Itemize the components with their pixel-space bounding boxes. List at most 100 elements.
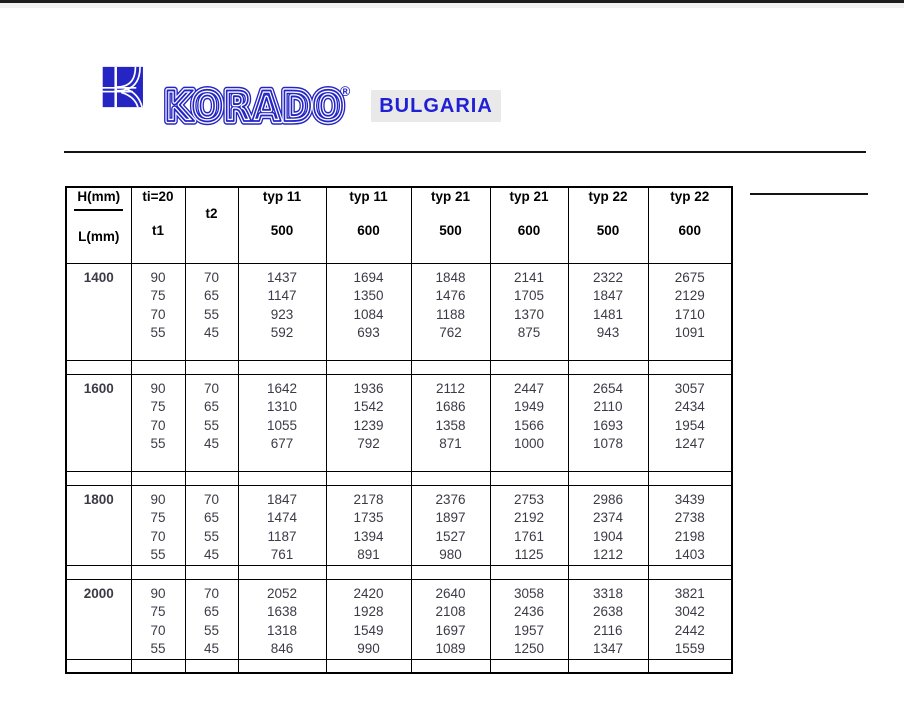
cell-value: 1055 [266,417,298,433]
cell-value: 70 [150,306,166,322]
separator-cell [567,564,649,580]
cell-value: 891 [357,547,380,562]
top-strip [0,3,904,8]
cell-value: 761 [270,547,294,562]
cell-value: 762 [439,325,462,340]
value-cell: 2178 1735 1394 891 [325,484,412,566]
korado-wordmark: KORADO KORADO KORADO [162,82,348,128]
bulgaria-label: BULGARIA [379,94,493,117]
header-t1-label: t1 [151,223,164,238]
cell-value: 55 [203,417,220,433]
value-cell: 1694 1350 1084 693 [325,262,412,361]
cell-value: 1800 [83,491,114,507]
cell-value: 1761 [513,528,545,544]
cell-value: 1957 [513,622,545,638]
cell-value: 1394 [353,528,384,544]
table-block-row: 2000 90 75 70 55 70 65 55 45 2052 1638 1318 846 2420 1… [65,578,733,660]
cell-value: 75 [150,510,166,525]
cell-value: 1091 [674,325,705,340]
cell-value: 1638 [266,604,298,619]
cell-value: 1147 [267,288,297,303]
cell-value: 1735 [353,510,384,525]
cell-value: 70 [203,380,220,396]
separator-cell [325,470,412,486]
cell-value: 55 [150,641,166,656]
separator-cell [567,359,649,375]
separator-cell [130,470,186,486]
separator-row [65,359,733,375]
separator-cell [184,470,239,486]
cell-value: 1089 [435,641,466,656]
cell-value: 75 [150,604,166,619]
height-label: 500 [270,223,294,238]
header-h-label: H(mm) [67,188,131,211]
cell-value: 90 [150,585,166,601]
typ-label: typ 11 [349,189,388,204]
cell-value: 3058 [513,585,545,601]
value-cell: 70 65 55 45 [184,262,239,361]
header-cell-typ21-600: typ 21 600 [489,186,569,264]
value-cell: 70 65 55 45 [184,373,239,472]
header-t2-label: t2 [205,206,218,221]
cell-value: 2108 [435,604,466,619]
cell-value: 2986 [592,491,624,507]
bulgaria-badge: BULGARIA [371,90,501,122]
value-cell: 2640 2108 1697 1089 [410,578,491,660]
cell-value: 2420 [353,585,384,601]
cell-value: 45 [203,436,220,451]
header-l-label: L(mm) [78,229,120,244]
cell-value: 1000 [513,436,545,451]
cell-value: 2640 [435,585,466,601]
cell-value: 1549 [353,622,384,638]
cell-value: 70 [203,269,220,285]
header-ti-label: ti=20 [142,189,174,204]
value-cell: 3318 2638 2116 1347 [567,578,649,660]
value-cell: 2447 1949 1566 1000 [489,373,569,472]
cell-value: 677 [270,436,294,451]
value-cell: 1437 1147 923 592 [237,262,327,361]
cell-value: 1693 [592,417,624,433]
cell-value: 1642 [266,380,298,396]
typ-label: typ 22 [588,189,628,204]
top-window-edge [0,0,904,3]
cell-value: 1710 [674,306,705,322]
value-cell: 2376 1897 1527 980 [410,484,491,566]
cell-value: 1904 [592,528,624,544]
table-body: 1400 90 75 70 55 70 65 55 45 1437 1147 923 592 1694 13… [65,262,733,674]
value-cell: 3821 3042 2442 1559 [647,578,733,660]
cell-value: 1559 [674,641,705,656]
cell-value: 55 [203,306,220,322]
cell-value: 943 [596,325,620,340]
cell-value: 65 [203,604,220,619]
cell-value: 2000 [83,585,114,601]
separator-cell [65,470,132,486]
cell-value: 65 [203,399,220,414]
cell-value: 1474 [266,510,298,525]
cell-value: 871 [439,436,462,451]
svg-text:KORADO: KORADO [164,82,344,128]
cell-value: 90 [150,491,166,507]
header-cell-hl: H(mm) L(mm) [65,186,132,264]
separator-cell [567,658,649,674]
cell-value: 2374 [592,510,624,525]
separator-row [65,470,733,486]
value-cell: 90 75 70 55 [130,578,186,660]
separator-cell [647,564,733,580]
cell-value: 70 [150,622,166,638]
cell-value: 1949 [513,399,545,414]
cell-value: 1847 [266,491,298,507]
value-cell: 2675 2129 1710 1091 [647,262,733,361]
cell-value: 70 [150,417,166,433]
cell-value: 1347 [592,641,624,656]
value-cell: 1936 1542 1239 792 [325,373,412,472]
cell-value: 1212 [592,547,624,562]
cell-value: 3042 [674,604,705,619]
length-cell: 2000 [65,578,132,660]
header-cell-typ11-600: typ 11 600 [325,186,412,264]
height-label: 600 [678,223,702,238]
cell-value: 70 [203,491,220,507]
separator-cell [184,564,239,580]
radiator-output-table: H(mm) L(mm) ti=20 t1 t2 typ 11 500 typ 1… [65,186,733,674]
cell-value: 2654 [592,380,624,396]
